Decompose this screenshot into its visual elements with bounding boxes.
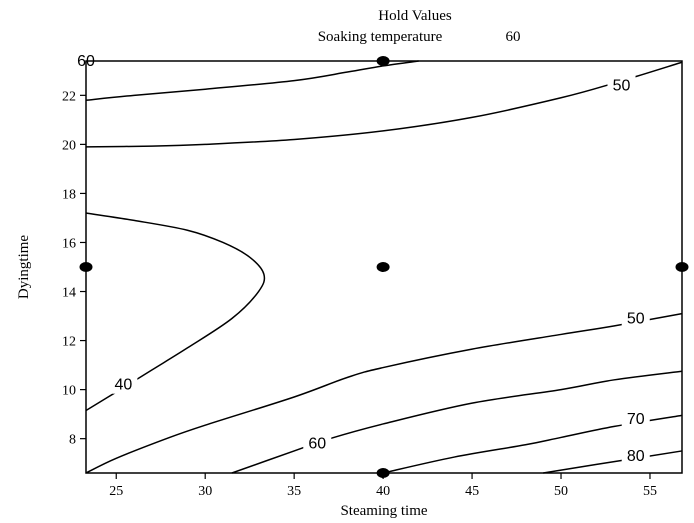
x-tick-label: 40 [376, 484, 390, 499]
y-tick-label: 16 [62, 236, 76, 251]
contour-line-50 [85, 61, 683, 148]
x-axis-ticks: 25 30 35 40 45 50 55 [109, 473, 657, 499]
hold-values-label: Soaking temperature [318, 29, 443, 45]
contour-label-background [72, 50, 100, 70]
contour-line-50 [85, 312, 683, 474]
contour-line-60 [231, 370, 683, 474]
design-points [79, 56, 689, 478]
y-tick-label: 12 [62, 335, 76, 350]
contour-label-background [621, 408, 650, 429]
contour-label-background [303, 432, 332, 453]
x-tick-label: 30 [198, 484, 212, 499]
contour-line-80 [543, 450, 683, 474]
x-tick-label: 25 [109, 484, 123, 499]
contour-label-background [607, 74, 636, 95]
contour-label-background [109, 373, 138, 394]
y-tick-label: 8 [69, 433, 76, 448]
contour-label-60: 60 [308, 436, 326, 453]
x-tick-label: 45 [465, 484, 479, 499]
x-tick-label: 35 [287, 484, 301, 499]
hold-values-value: 60 [506, 29, 521, 45]
contour-label-background [621, 307, 650, 328]
y-axis-ticks: 8 10 12 14 16 18 20 22 [62, 89, 86, 448]
contour-label-background [621, 444, 650, 465]
y-tick-label: 10 [62, 384, 76, 399]
contour-lines [85, 60, 683, 474]
contour-label-80: 80 [627, 448, 645, 465]
y-tick-label: 22 [62, 89, 76, 104]
plot-frame [85, 60, 683, 474]
x-axis-title: Steaming time [340, 503, 427, 519]
contour-label-50: 50 [627, 311, 645, 328]
design-point [376, 262, 390, 272]
contour-label-40: 40 [114, 377, 132, 394]
contour-label-70: 70 [627, 411, 645, 428]
contour-line-60 [85, 60, 419, 101]
y-axis-title: Dyingtime [16, 235, 32, 300]
x-tick-label: 55 [643, 484, 657, 499]
hold-values-title: Hold Values [378, 8, 452, 24]
y-tick-label: 20 [62, 138, 76, 153]
x-tick-label: 50 [554, 484, 568, 499]
y-tick-label: 18 [62, 187, 76, 202]
y-tick-label: 14 [62, 286, 76, 301]
contour-line-40 [85, 212, 266, 412]
contour-label-50: 50 [613, 78, 631, 95]
